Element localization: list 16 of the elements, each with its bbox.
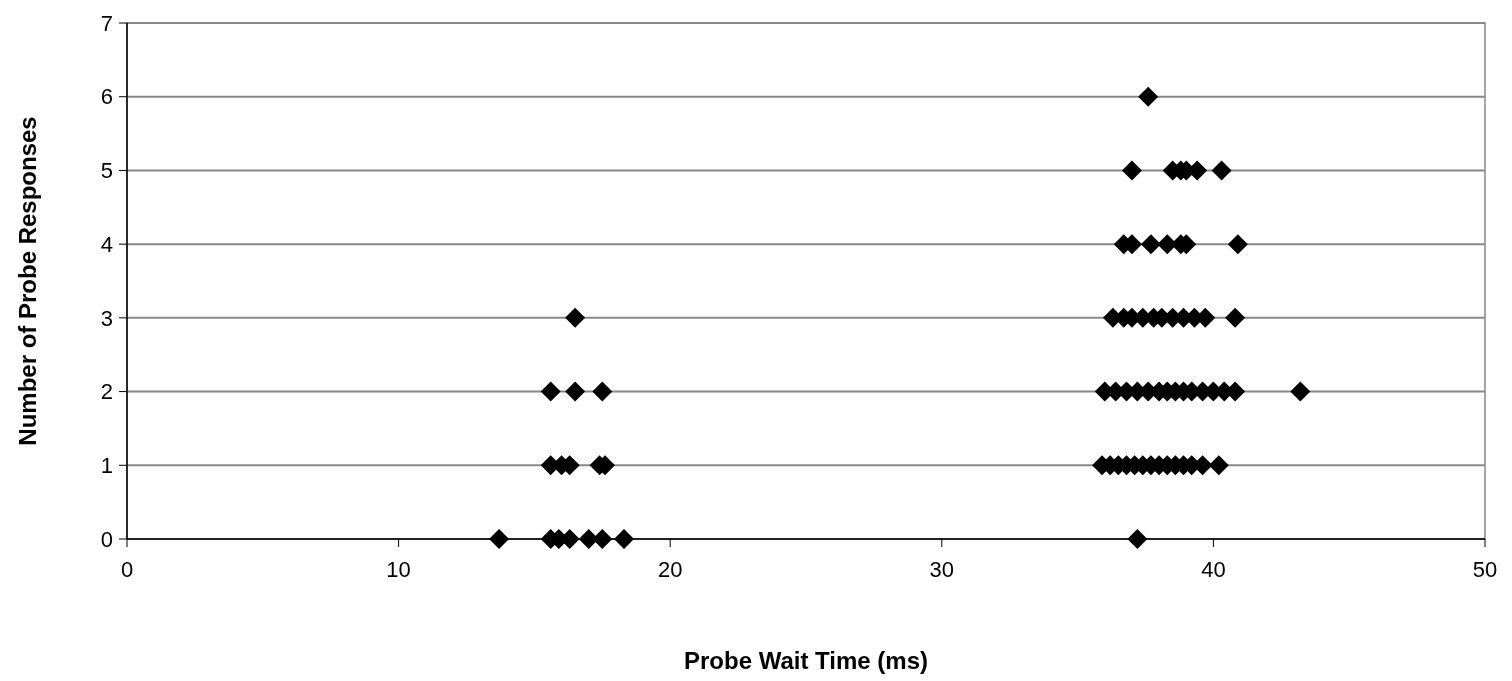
y-tick-label: 1: [100, 452, 113, 478]
y-tick-label: 0: [100, 526, 113, 552]
y-tick-label: 5: [100, 158, 113, 184]
y-tick-label: 6: [100, 84, 113, 110]
x-tick-label: 10: [386, 557, 411, 582]
y-axis-title: Number of Probe Responses: [14, 116, 41, 446]
x-tick-label: 40: [1201, 557, 1226, 582]
y-tick-label: 3: [100, 305, 113, 331]
y-tick-label: 2: [100, 379, 113, 405]
x-axis-title: Probe Wait Time (ms): [683, 647, 929, 674]
x-tick-label: 50: [1472, 557, 1498, 582]
y-tick-label: 4: [100, 231, 113, 257]
x-tick-label: 20: [657, 557, 683, 582]
x-tick-label: 30: [929, 557, 955, 582]
x-tick-label: 0: [120, 557, 134, 582]
y-tick-label: 7: [100, 10, 113, 36]
